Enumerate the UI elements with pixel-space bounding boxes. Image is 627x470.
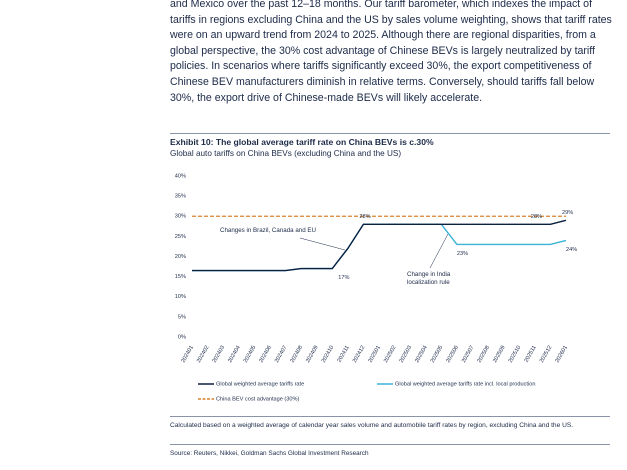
x-tick-label: 202510	[508, 345, 523, 364]
x-tick-label: 202508	[477, 345, 492, 364]
chart-subtitle: Global auto tariffs on China BEVs (exclu…	[170, 149, 402, 158]
y-tick-label: 5%	[178, 314, 186, 320]
rule	[170, 444, 610, 445]
x-tick-label: 202403	[212, 345, 227, 364]
x-tick-label: 202409	[305, 345, 320, 364]
data-label: 23%	[457, 251, 468, 257]
source: Source: Reuters, Nikkei, Goldman Sachs G…	[170, 450, 369, 457]
x-tick-label: 202503	[399, 345, 414, 364]
x-tick-label: 202407	[274, 345, 289, 364]
body-paragraph: and Mexico over the past 12–18 months. O…	[170, 0, 612, 104]
annotation: Changes in Brazil, Canada and EU	[220, 227, 316, 234]
y-tick-label: 30%	[175, 214, 186, 220]
x-tick-label: 202511	[524, 345, 538, 364]
x-tick-label: 202411	[337, 345, 351, 364]
x-tick-label: 202504	[414, 345, 429, 364]
x-tick-label: 202509	[492, 345, 507, 364]
x-tick-label: 202402	[196, 345, 211, 364]
x-tick-label: 202505	[430, 345, 445, 364]
x-tick-label: 202401	[180, 345, 195, 364]
footnote: Calculated based on a weighted average o…	[170, 422, 574, 429]
legend-label: Global weighted average tariffs rate	[216, 381, 304, 387]
data-label: 28%	[359, 214, 370, 220]
data-label: 28%	[531, 214, 542, 220]
y-tick-label: 25%	[175, 234, 186, 240]
rule	[170, 416, 610, 417]
rule	[170, 133, 610, 134]
chart-title: Exhibit 10: The global average tariff ra…	[170, 137, 434, 147]
y-tick-label: 35%	[175, 194, 186, 200]
legend-label: Global weighted average tariffs rate inc…	[395, 381, 535, 387]
y-tick-label: 10%	[175, 294, 186, 300]
data-label: 17%	[338, 275, 349, 281]
x-tick-label: 202404	[227, 345, 242, 364]
x-tick-label: 202507	[461, 345, 476, 364]
x-tick-label: 202502	[383, 345, 398, 364]
y-tick-label: 15%	[175, 274, 186, 280]
x-tick-label: 202412	[352, 345, 367, 364]
x-tick-label: 202601	[554, 345, 569, 364]
x-tick-label: 202506	[445, 345, 460, 364]
y-tick-label: 0%	[178, 334, 186, 340]
x-tick-label: 202405	[243, 345, 258, 364]
legend-label: China BEV cost advantage (30%)	[216, 396, 299, 402]
x-tick-label: 202512	[539, 345, 554, 364]
annotation: Change in India localization rule	[407, 271, 451, 286]
y-tick-label: 40%	[175, 173, 186, 179]
x-tick-label: 202410	[321, 345, 336, 364]
annotation-arrow	[429, 233, 449, 269]
y-tick-label: 20%	[175, 254, 186, 260]
data-label: 29%	[562, 210, 573, 216]
annotation-arrow	[299, 237, 346, 251]
x-tick-label: 202501	[367, 345, 382, 364]
data-label: 24%	[566, 247, 577, 253]
x-tick-label: 202406	[258, 345, 273, 364]
x-tick-label: 202408	[290, 345, 305, 364]
line-series	[192, 219, 567, 272]
